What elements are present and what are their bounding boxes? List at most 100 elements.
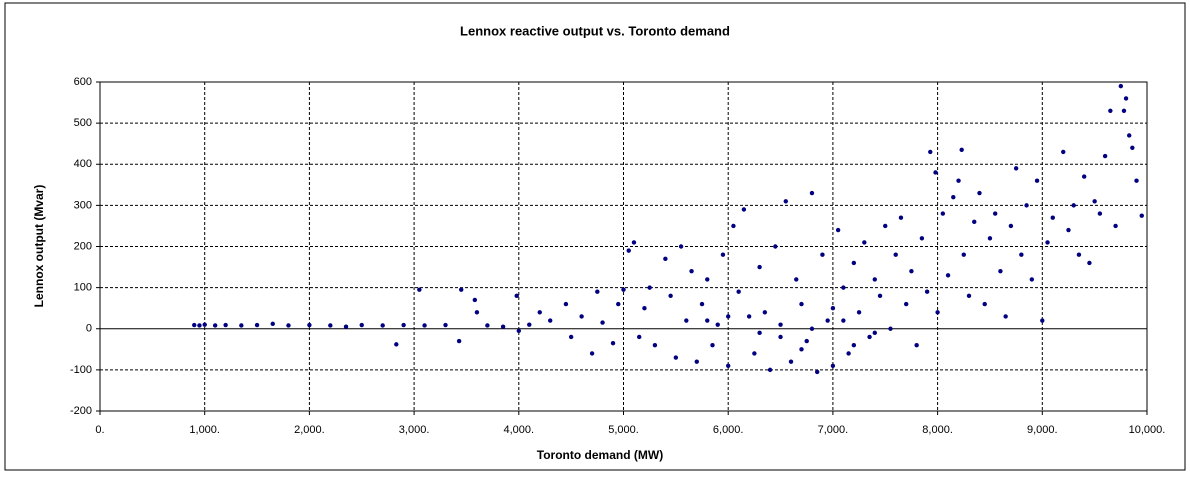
x-tick-label: 0. [95,424,104,436]
scatter-point [804,338,809,344]
scatter-point [736,289,741,294]
scatter-point [343,324,349,329]
scatter-point [652,343,658,348]
scatter-point [1029,277,1035,282]
scatter-point [579,314,584,319]
scatter-point [537,310,542,315]
scatter-point [600,320,605,325]
y-tick-label: -200 [70,405,92,417]
scatter-point [394,342,399,347]
scatter-point [799,301,804,307]
scatter-point [924,289,930,294]
scatter-point [726,363,731,368]
scatter-point [527,322,532,327]
x-tick-label: 6,000. [713,424,744,436]
scatter-point [945,273,951,278]
scatter-point [705,277,710,282]
scatter-point [903,301,909,307]
scatter-point [872,330,877,336]
scatter-point [726,314,731,319]
y-tick-label: 100 [74,282,92,294]
scatter-point [715,322,720,327]
scatter-point [595,289,600,294]
scatter-point [359,322,364,328]
scatter-point [1130,145,1135,150]
y-tick-label: 0 [86,323,92,335]
scatter-point [694,359,699,364]
x-tick-label: 3,000. [399,424,430,436]
x-tick-label: 2,000. [294,424,325,436]
scatter-point [254,322,260,328]
scatter-point [731,223,736,229]
y-tick-label: 400 [74,158,92,170]
x-tick-label: 10,000. [1129,424,1166,436]
scatter-point [212,323,218,328]
y-tick-label: 300 [74,199,92,211]
scatter-point [799,347,804,352]
scatter-point [1139,213,1144,218]
scatter-point [705,318,710,323]
scatter-point [830,305,836,311]
y-tick-label: -100 [70,364,92,376]
scatter-point [563,301,569,307]
scatter-point [472,297,478,303]
scatter-point [961,252,966,257]
scatter-point [417,287,422,292]
scatter-point [809,326,815,331]
scatter-point [1118,83,1124,89]
scatter-point [568,334,574,340]
scatter-point [631,240,637,245]
scatter-point [1102,153,1108,159]
scatter-point [935,310,940,315]
scatter-point [621,287,626,292]
scatter-point [951,194,956,200]
scatter-point [867,334,872,340]
scatter-point [202,322,207,327]
scatter-point [835,227,841,233]
scatter-point [746,314,752,319]
scatter-point [877,293,883,299]
scatter-point [883,223,888,229]
scatter-point [1045,240,1050,245]
scatter-point [998,268,1003,274]
scatter-point [328,323,333,328]
scatter-point [1121,108,1127,113]
scatter-point [914,343,919,348]
scatter-point [1024,203,1029,208]
scatter-point [710,343,715,348]
scatter-point [663,256,668,262]
scatter-point [223,322,228,328]
scatter-point [307,322,312,328]
scatter-point [956,178,961,183]
scatter-point [872,277,877,282]
x-tick-label: 9,000. [1027,424,1058,436]
scatter-point [1050,215,1055,220]
scatter-point [1034,178,1040,183]
scatter-point [699,301,705,307]
scatter-point [778,334,783,340]
scatter-point [1040,318,1045,323]
scatter-point [401,322,406,328]
scatter-point [830,363,836,368]
x-tick-label: 5,000. [608,424,639,436]
scatter-point [851,343,857,348]
scatter-point [668,293,673,299]
scatter-point [514,293,519,299]
y-tick-label: 200 [74,240,92,252]
scatter-point [626,248,631,253]
scatter-point [1061,149,1066,155]
scatter-point [909,268,914,274]
scatter-point [673,355,679,360]
scatter-point [851,260,857,266]
scatter-point [757,330,762,336]
scatter-point [459,287,464,292]
scatter-point [783,199,788,204]
scatter-point [846,351,851,356]
scatter-point [678,244,684,249]
scatter-point [841,285,846,290]
scatter-point [788,359,794,364]
scatter-point [1113,223,1118,229]
scatter-point [286,323,291,328]
